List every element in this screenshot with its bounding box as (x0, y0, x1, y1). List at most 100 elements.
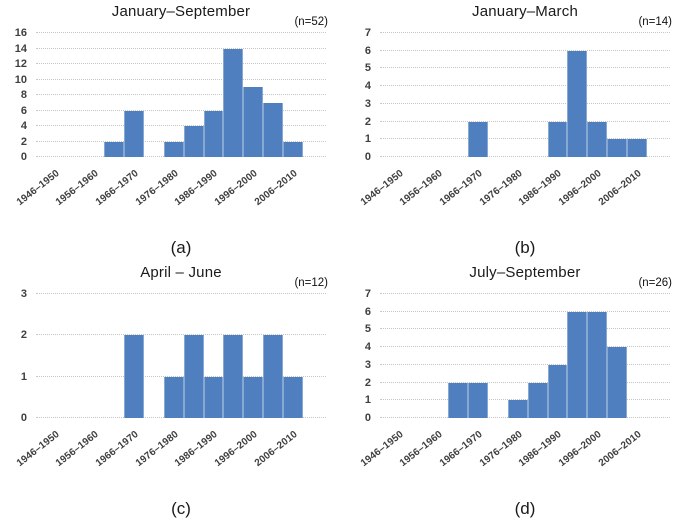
gridline (36, 125, 326, 126)
y-tick-label: 2 (20, 135, 27, 148)
y-tick-label: 0 (20, 151, 27, 163)
bar (104, 141, 125, 157)
y-tick-label: 6 (364, 305, 371, 318)
gridline (36, 63, 326, 64)
gridline (380, 49, 670, 51)
y-tick-label: 0 (20, 412, 27, 424)
sample-size-label: (n=12) (294, 277, 328, 289)
histogram-bin (389, 33, 409, 157)
y-tick-label: 7 (364, 288, 371, 300)
bar (223, 48, 244, 157)
histogram-bin (528, 33, 548, 157)
gridline (36, 47, 326, 49)
bar (283, 376, 303, 418)
bar (203, 110, 224, 157)
chart-title: July–September (469, 264, 581, 281)
y-tick-label: 3 (364, 358, 371, 371)
plot-area: 1946–1950 1956–1960 1966–1970 1976–1980 1986… (14, 32, 326, 208)
bar-series (45, 294, 303, 418)
gridline (380, 381, 670, 383)
bar (587, 121, 608, 157)
histogram-bin (508, 33, 528, 157)
chart-title: April – June (140, 264, 222, 281)
y-axis-tick-labels: 0 1 2 3 4 5 6 7 (344, 288, 374, 424)
sample-size-label: (n=26) (638, 277, 672, 289)
gridline (380, 156, 670, 157)
y-tick-label: 0 (364, 412, 371, 424)
bar (547, 121, 568, 157)
y-tick-label: 1 (364, 394, 371, 407)
sample-size-label: (n=14) (638, 16, 672, 28)
histogram-bin (488, 33, 508, 157)
gridline (380, 346, 670, 348)
y-axis-tick-labels: 0 2 4 6 8 10 12 14 16 (0, 27, 30, 163)
bar (223, 335, 244, 418)
gridline (380, 102, 670, 104)
histogram-bin (448, 33, 468, 157)
gridline (380, 32, 670, 33)
bar-series (389, 294, 647, 418)
y-tick-label: 2 (364, 115, 371, 128)
histogram-bin (428, 294, 448, 418)
histogram-bin (527, 294, 548, 418)
panel-caption: (c) (171, 499, 191, 518)
y-axis-tick-labels: 0 1 2 3 4 5 6 7 (344, 27, 374, 163)
histogram-bin (428, 33, 448, 157)
bar (468, 382, 488, 418)
y-tick-label: 8 (20, 89, 27, 101)
histogram-bin (243, 33, 264, 157)
y-tick-label: 3 (364, 97, 371, 110)
histogram-bin (488, 294, 508, 418)
histogram-bin (607, 33, 627, 157)
histogram-bin (283, 33, 303, 157)
histogram-bin (409, 33, 429, 157)
gridline (36, 375, 326, 377)
y-tick-label: 7 (364, 27, 371, 39)
x-axis-tick-labels: 1946–1950 1956–1960 1966–1970 1976–1980 1986… (358, 418, 647, 490)
y-tick-label: 5 (364, 62, 371, 75)
histogram-bin (263, 294, 283, 418)
gridline (380, 328, 670, 330)
chart-title: January–September (111, 3, 251, 20)
bar (183, 335, 204, 418)
gridline (380, 293, 670, 294)
histogram-bin (468, 294, 488, 418)
bar (448, 382, 469, 418)
bar (203, 376, 224, 418)
panel-caption: (d) (514, 499, 536, 518)
gridline (380, 363, 670, 365)
y-tick-label: 6 (20, 104, 27, 117)
y-tick-label: 4 (20, 120, 27, 132)
y-tick-label: 4 (364, 80, 371, 93)
gridline (380, 399, 670, 401)
gridline (36, 334, 326, 336)
histogram-bin (567, 294, 588, 418)
histogram-bin (243, 294, 264, 418)
bar (163, 141, 184, 157)
bar-series (389, 33, 647, 157)
y-tick-label: 0 (364, 151, 371, 163)
histogram-bin (627, 33, 647, 157)
histogram-bin (65, 294, 85, 418)
gridline (36, 94, 326, 95)
chart-panel-a: January–September (n=52) 0 2 4 6 8 10 12 14 16 1… (0, 0, 344, 261)
histogram-bin (124, 33, 144, 157)
y-tick-label: 4 (364, 341, 371, 354)
x-tick-label: 2006–2010 (596, 429, 644, 470)
y-tick-label: 2 (20, 329, 27, 342)
plot-area: 1946–1950 1956–1960 1966–1970 1976–1980 1986… (358, 293, 670, 469)
histogram-bin (65, 33, 85, 157)
bar (567, 50, 588, 157)
histogram-bin (567, 33, 588, 157)
bar (627, 139, 647, 157)
panel-caption: (b) (514, 238, 536, 257)
bar (567, 311, 588, 418)
y-tick-label: 3 (20, 288, 27, 300)
gridline (36, 32, 326, 33)
bar (547, 364, 568, 418)
bar (587, 311, 608, 418)
histogram-bin (607, 294, 627, 418)
chart-title: January–March (472, 3, 578, 20)
histogram-bin (468, 33, 488, 157)
